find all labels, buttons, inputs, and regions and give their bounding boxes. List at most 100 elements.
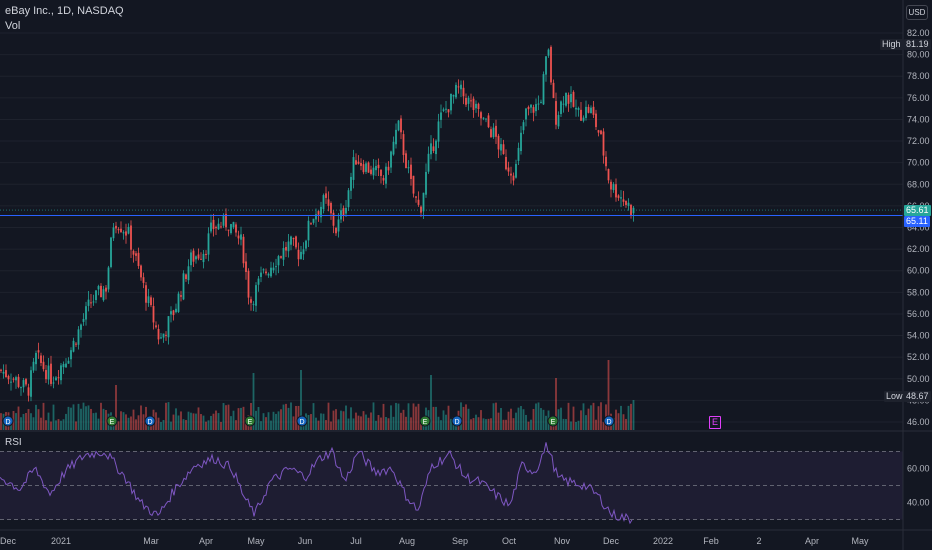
candle-body[interactable] — [52, 382, 55, 384]
candle-body[interactable] — [177, 293, 180, 312]
candle-body[interactable] — [0, 369, 2, 371]
time-axis[interactable]: Dec 2021 Mar Apr May Jun Jul Aug Sep Oct Nov Dec 202… — [0, 529, 932, 546]
candle-body[interactable] — [530, 104, 532, 108]
candle-body[interactable] — [200, 258, 202, 260]
candle-body[interactable] — [570, 93, 572, 103]
candle-body[interactable] — [110, 237, 112, 268]
candle-body[interactable] — [260, 272, 262, 277]
candle-body[interactable] — [195, 256, 197, 260]
candle-body[interactable] — [342, 208, 345, 216]
candle-body[interactable] — [205, 253, 207, 255]
candle-body[interactable] — [60, 365, 62, 381]
candle-body[interactable] — [590, 107, 592, 114]
volume-legend[interactable]: Vol — [5, 20, 21, 32]
candle-body[interactable] — [2, 371, 5, 374]
candle-body[interactable] — [157, 328, 160, 340]
candle-body[interactable] — [45, 370, 47, 380]
candle-body[interactable] — [535, 104, 537, 112]
candle-body[interactable] — [122, 232, 125, 234]
candle-body[interactable] — [395, 129, 397, 145]
candle-body[interactable] — [32, 361, 35, 371]
candle-body[interactable] — [477, 103, 480, 110]
candle-body[interactable] — [527, 106, 530, 110]
candle-body[interactable] — [305, 240, 307, 249]
dividend-marker[interactable] — [296, 415, 308, 427]
candle-body[interactable] — [270, 267, 272, 277]
candle-body[interactable] — [475, 103, 477, 109]
currency-button[interactable]: USD — [906, 5, 928, 20]
candle-body[interactable] — [555, 101, 557, 125]
candle-body[interactable] — [507, 167, 510, 172]
candle-body[interactable] — [345, 207, 347, 214]
candle-body[interactable] — [387, 166, 390, 171]
candle-body[interactable] — [612, 184, 615, 191]
candle-body[interactable] — [272, 267, 275, 271]
candle-body[interactable] — [442, 109, 445, 111]
dividend-marker[interactable] — [2, 415, 14, 427]
candle-body[interactable] — [410, 164, 412, 179]
candle-body[interactable] — [372, 167, 375, 176]
candle-body[interactable] — [75, 343, 77, 345]
candle-body[interactable] — [175, 308, 177, 313]
candle-body[interactable] — [352, 157, 355, 180]
candle-body[interactable] — [312, 218, 315, 223]
candle-body[interactable] — [317, 211, 320, 215]
candle-body[interactable] — [427, 153, 430, 172]
candle-body[interactable] — [65, 363, 67, 368]
candle-body[interactable] — [105, 287, 107, 292]
candle-body[interactable] — [512, 175, 515, 181]
candle-body[interactable] — [115, 225, 117, 229]
candle-body[interactable] — [537, 103, 540, 105]
candle-body[interactable] — [480, 112, 482, 119]
candle-body[interactable] — [515, 163, 517, 178]
candle-body[interactable] — [187, 266, 190, 281]
candle-body[interactable] — [347, 190, 350, 208]
rsi-line[interactable] — [0, 442, 633, 525]
candle-body[interactable] — [397, 120, 400, 131]
candle-body[interactable] — [465, 97, 467, 105]
candle-body[interactable] — [62, 364, 65, 368]
candle-body[interactable] — [207, 233, 210, 255]
candle-body[interactable] — [140, 265, 142, 278]
candle-body[interactable] — [350, 176, 352, 191]
candle-body[interactable] — [585, 106, 587, 118]
candle-body[interactable] — [517, 147, 520, 161]
candle-body[interactable] — [277, 256, 280, 266]
candle-body[interactable] — [12, 378, 15, 380]
candle-body[interactable] — [20, 387, 22, 389]
candle-body[interactable] — [235, 224, 237, 233]
candle-body[interactable] — [287, 241, 290, 252]
dividend-marker[interactable] — [603, 415, 615, 427]
candle-body[interactable] — [567, 94, 570, 104]
candle-body[interactable] — [230, 224, 232, 234]
candle-body[interactable] — [617, 195, 620, 198]
candle-body[interactable] — [137, 252, 140, 266]
candle-body[interactable] — [315, 214, 317, 220]
candle-body[interactable] — [422, 192, 425, 212]
candle-body[interactable] — [485, 118, 487, 120]
candle-body[interactable] — [95, 290, 97, 301]
candle-body[interactable] — [295, 236, 297, 248]
candle-body[interactable] — [425, 171, 427, 195]
candle-body[interactable] — [492, 127, 495, 138]
candle-body[interactable] — [472, 98, 475, 110]
candle-body[interactable] — [210, 222, 212, 232]
candle-body[interactable] — [67, 360, 70, 364]
candle-body[interactable] — [400, 118, 402, 133]
candle-body[interactable] — [35, 352, 37, 365]
candle-body[interactable] — [602, 131, 605, 156]
candle-body[interactable] — [455, 84, 457, 98]
candle-body[interactable] — [50, 363, 52, 384]
candle-body[interactable] — [362, 164, 365, 173]
candle-body[interactable] — [552, 82, 555, 99]
candle-body[interactable] — [100, 285, 102, 298]
candle-body[interactable] — [250, 299, 252, 303]
candle-body[interactable] — [360, 162, 362, 166]
candle-body[interactable] — [335, 227, 337, 234]
candle-body[interactable] — [625, 201, 627, 205]
candle-body[interactable] — [197, 254, 200, 259]
candle-body[interactable] — [435, 140, 437, 155]
candle-body[interactable] — [572, 91, 575, 107]
earnings-marker[interactable] — [244, 415, 256, 427]
